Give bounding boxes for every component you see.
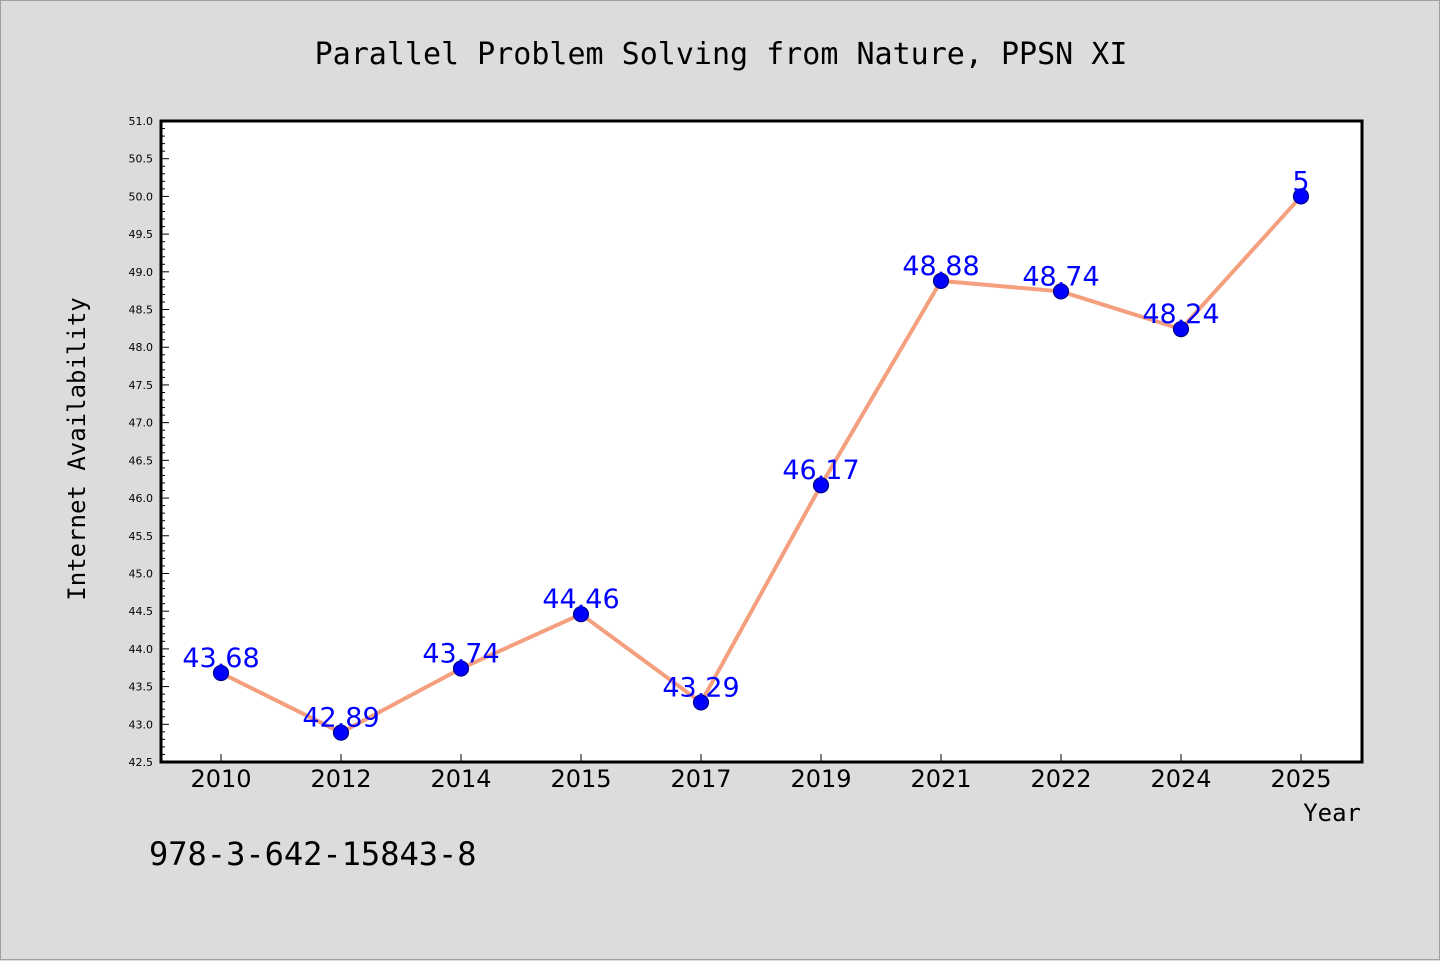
y-tick-label: 43.5 [129,681,154,694]
series-line [220,195,1303,735]
data-point [332,724,350,741]
x-tick-label: 2022 [1030,765,1091,793]
data-label: 43.29 [662,672,739,703]
data-markers [212,188,1310,741]
data-point [812,477,830,494]
y-tick-label: 48.0 [129,341,154,354]
x-tick-label: 2015 [550,765,611,793]
data-point [212,664,230,682]
y-tick-label: 45.5 [129,530,154,543]
x-tick-label: 2025 [1270,765,1331,793]
data-point [1052,283,1070,300]
x-tick-label: 2012 [310,765,371,793]
x-axis: 2010 2012 2014 2015 2017 2019 2021 2022 2024 2025 [190,754,1332,793]
y-tick-label: 46.0 [129,492,154,505]
y-tick-label: 50.5 [129,153,154,166]
y-tick-label: 46.5 [129,454,154,467]
x-tick-label: 2017 [670,765,731,793]
x-tick-label: 2010 [190,765,251,793]
y-tick-label: 51.0 [129,115,154,128]
data-point [452,660,470,677]
data-labels: 43.68 42.89 43.74 44.46 43.29 46.17 48.88 48.74… [182,166,1309,733]
data-label: 46.17 [782,455,859,486]
data-label: 42.89 [302,703,379,734]
data-point [692,694,710,711]
y-axis-title: Internet Availability [63,297,91,600]
data-label: 48.74 [1022,261,1099,292]
y-tick-label: 49.0 [129,266,154,279]
y-tick-label: 48.5 [129,304,154,317]
data-label: 48.88 [902,251,979,282]
y-tick-label: 44.5 [129,605,154,618]
data-point [572,606,590,623]
y-tick-label: 49.5 [129,228,154,241]
data-point [1172,321,1190,338]
x-tick-label: 2019 [790,765,851,793]
chart-title: Parallel Problem Solving from Nature, PP… [315,37,1128,72]
data-label: 43.68 [182,643,259,674]
y-axis: 42.5 43.0 43.5 44.0 44.5 45.0 45.5 46.0 46.5 47.0… [129,115,169,769]
y-tick-label: 47.5 [129,379,154,392]
y-tick-label: 50.0 [129,190,154,203]
y-tick-label: 43.0 [129,718,154,731]
x-tick-label: 2024 [1150,765,1211,793]
y-tick-label: 47.0 [129,417,154,430]
data-label: 5 [1292,166,1309,197]
y-tick-label: 44.0 [129,643,154,656]
x-tick-label: 2021 [910,765,971,793]
data-label: 48.24 [1142,299,1219,330]
data-point [1292,188,1310,205]
plot-area [159,119,1364,764]
x-axis-title: Year [1303,799,1361,827]
isbn-annotation: 978-3-642-15843-8 [149,835,477,873]
y-tick-label: 42.5 [129,756,154,769]
data-label: 43.74 [422,638,499,669]
series-line-group [220,195,1303,735]
data-point [932,272,950,289]
data-label: 44.46 [542,584,619,615]
y-tick-label: 45.0 [129,567,154,580]
x-tick-label: 2014 [430,765,491,793]
